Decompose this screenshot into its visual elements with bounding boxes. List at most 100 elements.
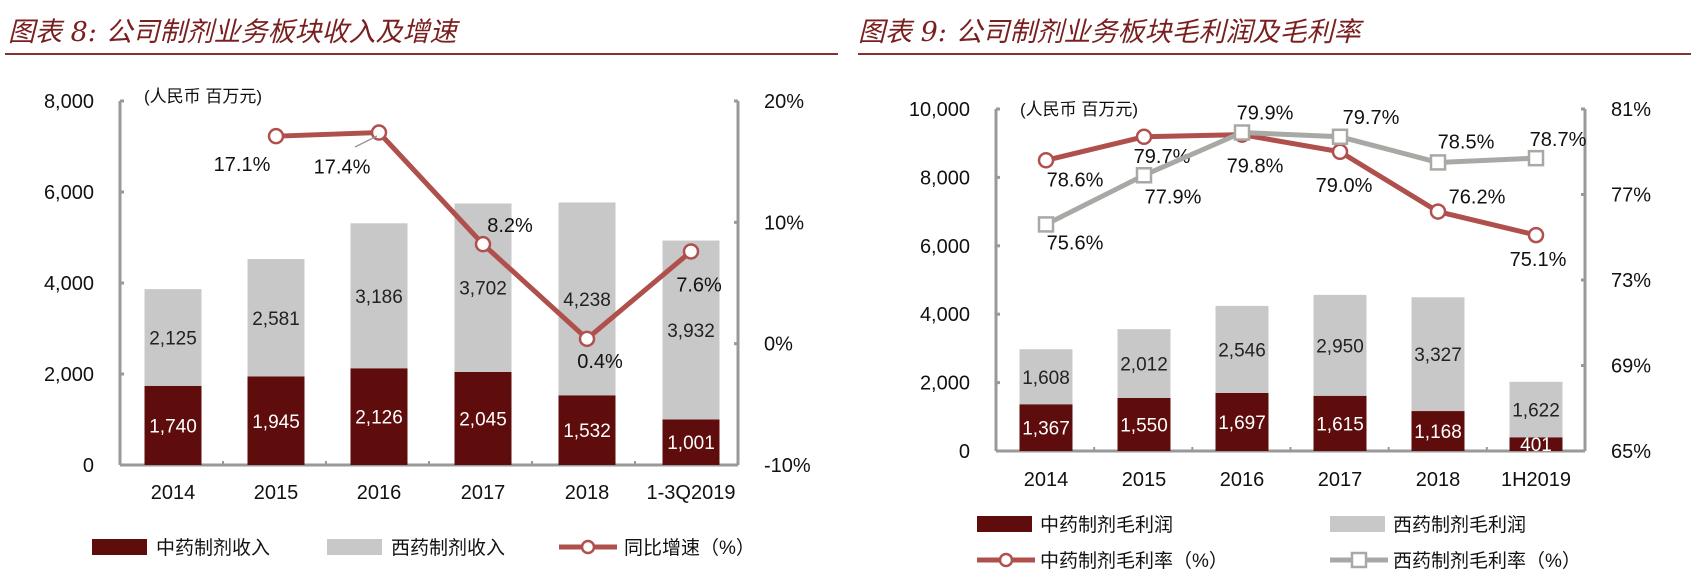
chart8-title-rule [5, 53, 838, 55]
chart8-x-tick-label: 2017 [461, 482, 506, 504]
chart9-right-tick-label: 65% [1611, 441, 1651, 463]
chart9-line-grey [1044, 129, 1537, 227]
chart9-bar-grey [1215, 305, 1269, 393]
chart8-right-tick-label: 20% [764, 91, 804, 113]
chart9-circle-marker [1527, 226, 1545, 244]
chart9-left-tick-label: 4,000 [920, 304, 970, 326]
chart9-x-tick-label: 1H2019 [1501, 469, 1571, 491]
chart9-bar-grey [1411, 297, 1465, 412]
chart9-bar-label: 1,550 [1120, 415, 1168, 436]
chart8-x-tick-label: 2016 [357, 482, 402, 504]
chart8-bar-dark [454, 371, 512, 465]
chart9-point-label: 75.6% [1047, 232, 1104, 254]
chart8-bar-label: 3,932 [667, 321, 715, 342]
chart9-bar-dark [1411, 411, 1465, 451]
chart9-bar-grey [1313, 294, 1367, 396]
chart8-bar-dark [247, 376, 305, 465]
chart9-right-tick-label: 73% [1611, 270, 1651, 292]
chart9-bar-dark [1117, 397, 1171, 451]
chart8-title: 图表 8: 公司制剂业务板块收入及增速 [8, 17, 457, 48]
chart8-bar-dark [350, 368, 408, 465]
chart9-bar-label: 3,327 [1414, 345, 1462, 366]
chart8-bar-label: 2,581 [252, 309, 300, 330]
chart9-bar-label: 1,367 [1022, 419, 1070, 440]
chart9-square-marker [1037, 216, 1055, 233]
chart8-bar-label: 4,238 [563, 290, 611, 311]
chart8-bar-grey [454, 203, 512, 372]
chart9-bar-grey [1019, 349, 1073, 405]
chart8-bar-dark [662, 419, 720, 465]
chart9-square-marker [1135, 167, 1153, 184]
chart9-left-tick-label: 8,000 [920, 167, 970, 189]
chart9-point-label: 79.0% [1316, 175, 1373, 197]
chart9-legend-label: 西药制剂毛利润 [1393, 514, 1526, 536]
chart9-square-marker [1331, 128, 1349, 146]
chart8-point-label: 17.1% [214, 154, 271, 176]
chart9-x-tick-label: 2017 [1318, 469, 1363, 491]
chart9-point-label: 78.6% [1047, 169, 1104, 191]
chart8-bar-label: 1,740 [149, 416, 197, 437]
chart9-bar-label: 2,012 [1120, 355, 1168, 376]
chart8-legend-swatch [92, 539, 147, 555]
chart9-circle-marker [1135, 128, 1153, 146]
chart8-bar-label: 1,001 [667, 433, 715, 454]
chart8-point-label: 8.2% [487, 215, 533, 237]
chart8-unit-label: (人民币 百万元) [144, 87, 262, 106]
chart8-bar-label: 2,126 [355, 408, 403, 429]
chart8-left-tick-label: 8,000 [44, 91, 94, 113]
chart8-bar-label: 1,945 [252, 412, 300, 433]
chart9-point-label: 78.7% [1530, 129, 1587, 151]
chart9-circle-marker [1037, 152, 1055, 169]
chart9-bar-dark [1509, 437, 1563, 451]
chart8-point-label: 7.6% [676, 274, 722, 296]
chart9-bar-label: 1,615 [1316, 414, 1364, 435]
chart8-circle-marker [474, 235, 492, 253]
chart9-x-tick-label: 2018 [1416, 469, 1461, 491]
chart8-bar-label: 3,702 [459, 279, 507, 300]
chart9-circle-marker [1429, 203, 1447, 220]
chart9-bar-label: 1,168 [1414, 422, 1462, 443]
chart9-x-tick-label: 2015 [1122, 469, 1167, 491]
chart9-bar-grey [1509, 381, 1563, 438]
chart8-legend-swatch [327, 539, 382, 555]
chart9-bar-dark [1019, 404, 1073, 451]
chart8-leader-line [354, 135, 378, 148]
chart9-point-label: 75.1% [1510, 249, 1567, 271]
chart8-legend-label: 中药制剂收入 [156, 537, 270, 559]
chart8-circle-marker [682, 243, 700, 260]
chart8-bar-label: 3,186 [355, 287, 403, 308]
chart8-circle-marker [267, 127, 285, 145]
chart9-point-label: 79.8% [1227, 156, 1284, 178]
chart8-x-tick-label: 2015 [254, 482, 299, 504]
chart9-legend-swatch [977, 516, 1032, 532]
chart9-legend-swatch [1330, 516, 1385, 532]
chart8-bar-grey [350, 223, 408, 369]
chart9-legend-square-marker [1350, 551, 1368, 569]
chart8-right-tick-label: -10% [764, 455, 811, 477]
chart9-left-tick-label: 2,000 [920, 373, 970, 395]
chart8-right-tick-label: 10% [764, 212, 804, 234]
chart9-right-tick-label: 81% [1611, 99, 1651, 121]
chart9-x-tick-label: 2016 [1220, 469, 1265, 491]
chart9-point-label: 79.9% [1237, 103, 1294, 125]
chart9-square-marker [1233, 124, 1251, 141]
chart8-left-tick-label: 6,000 [44, 182, 94, 204]
chart8-bar-grey [144, 289, 202, 386]
chart8-bar-dark [144, 385, 202, 465]
chart8-legend-circle-marker [580, 539, 596, 555]
chart8-x-tick-label: 2018 [565, 482, 610, 504]
chart9-unit-label: (人民币 百万元) [1020, 100, 1138, 119]
chart9-left-tick-label: 10,000 [909, 99, 970, 121]
chart8-bar-label: 2,125 [149, 328, 197, 349]
chart9-title-rule [858, 53, 1691, 55]
chart8-circle-marker [578, 330, 596, 348]
chart8-bar-grey [247, 259, 305, 377]
chart9-legend-label: 中药制剂毛利润 [1040, 514, 1173, 536]
chart9-bar-grey [1117, 329, 1171, 398]
chart8-right-tick-label: 0% [764, 334, 793, 356]
chart9-bar-dark [1313, 395, 1367, 451]
chart8-point-label: 17.4% [314, 157, 371, 179]
chart9-bar-label: 1,608 [1022, 368, 1070, 389]
chart9-left-tick-label: 0 [959, 441, 970, 463]
